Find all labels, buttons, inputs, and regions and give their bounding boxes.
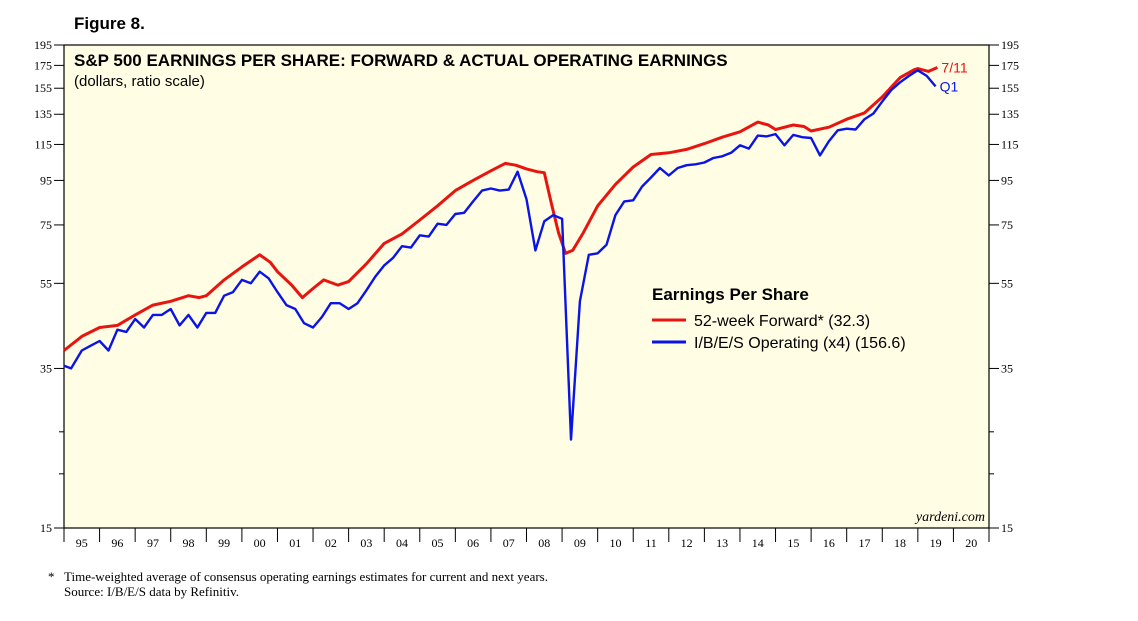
x-tick-label: 10	[609, 536, 621, 550]
x-tick-label: 14	[752, 536, 764, 550]
legend-entry-operating: I/B/E/S Operating (x4) (156.6)	[694, 335, 906, 352]
y-tick-label-right: 35	[1001, 361, 1013, 375]
x-tick-label: 01	[289, 536, 301, 550]
x-tick-label: 19	[930, 536, 942, 550]
x-tick-label: 16	[823, 536, 835, 550]
footnote-line-2: Source: I/B/E/S data by Refinitiv.	[64, 584, 239, 599]
x-tick-label: 11	[645, 536, 657, 550]
y-tick-label-right: 115	[1001, 137, 1019, 151]
y-tick-label-left: 135	[34, 107, 52, 121]
y-tick-label-left: 55	[40, 276, 52, 290]
x-tick-label: 97	[147, 536, 159, 550]
y-tick-label-right: 155	[1001, 81, 1019, 95]
x-tick-label: 18	[894, 536, 906, 550]
y-tick-label-right: 135	[1001, 107, 1019, 121]
y-tick-label-left: 115	[34, 137, 52, 151]
footnote-star: *	[48, 569, 55, 584]
figure-label: Figure 8.	[74, 14, 145, 33]
x-axis: 95 96 97 98 99 00 01 02 03 04 05 06 07 08 09 10 11 12 13 14…	[63, 528, 990, 550]
y-tick-label-left: 15	[40, 521, 52, 535]
y-tick-label-right: 75	[1001, 218, 1013, 232]
x-tick-label: 00	[254, 536, 266, 550]
y-tick-label-left: 155	[34, 81, 52, 95]
legend-entry-forward: 52-week Forward* (32.3)	[694, 313, 870, 330]
legend-title: Earnings Per Share	[652, 285, 809, 304]
y-tick-label-right: 175	[1001, 58, 1019, 72]
watermark: yardeni.com	[914, 510, 985, 525]
series-layer: 7/11 Q1	[63, 60, 968, 441]
series-line-operating	[63, 69, 937, 441]
x-tick-label: 02	[325, 536, 337, 550]
y-tick-label-right: 15	[1001, 521, 1013, 535]
y-tick-label-left: 35	[40, 361, 52, 375]
y-axis-right: 15 35 55 75 95 115 135 155 175 195	[989, 38, 1019, 535]
x-tick-label: 12	[681, 536, 693, 550]
chart-subtitle: (dollars, ratio scale)	[74, 73, 205, 90]
y-tick-label-left: 195	[34, 38, 52, 52]
series-line-forward	[63, 66, 939, 352]
chart-title: S&P 500 EARNINGS PER SHARE: FORWARD & AC…	[74, 51, 728, 70]
x-tick-label: 13	[716, 536, 728, 550]
y-tick-label-left: 175	[34, 58, 52, 72]
x-tick-label: 99	[218, 536, 230, 550]
y-tick-label-right: 55	[1001, 276, 1013, 290]
footnote: * Time-weighted average of consensus oper…	[48, 569, 548, 599]
x-tick-label: 06	[467, 536, 479, 550]
x-tick-label: 96	[111, 536, 123, 550]
x-tick-label: 17	[858, 536, 870, 550]
y-tick-label-right: 95	[1001, 173, 1013, 187]
series-end-label-forward: 7/11	[941, 60, 967, 76]
x-tick-label: 05	[432, 536, 444, 550]
y-tick-label-right: 195	[1001, 38, 1019, 52]
y-tick-label-left: 75	[40, 218, 52, 232]
footnote-line-1: Time-weighted average of consensus opera…	[64, 569, 548, 584]
series-end-label-operating: Q1	[940, 78, 959, 94]
y-axis-left: 15 35 55 75 95 115 135 155 175 195	[34, 38, 64, 535]
y-tick-label-left: 95	[40, 173, 52, 187]
x-tick-label: 95	[76, 536, 88, 550]
x-tick-label: 20	[965, 536, 977, 550]
x-tick-label: 07	[503, 536, 515, 550]
x-tick-label: 04	[396, 536, 408, 550]
x-tick-label: 15	[787, 536, 799, 550]
x-tick-label: 03	[360, 536, 372, 550]
x-tick-label: 09	[574, 536, 586, 550]
x-tick-label: 08	[538, 536, 550, 550]
x-tick-label: 98	[183, 536, 195, 550]
